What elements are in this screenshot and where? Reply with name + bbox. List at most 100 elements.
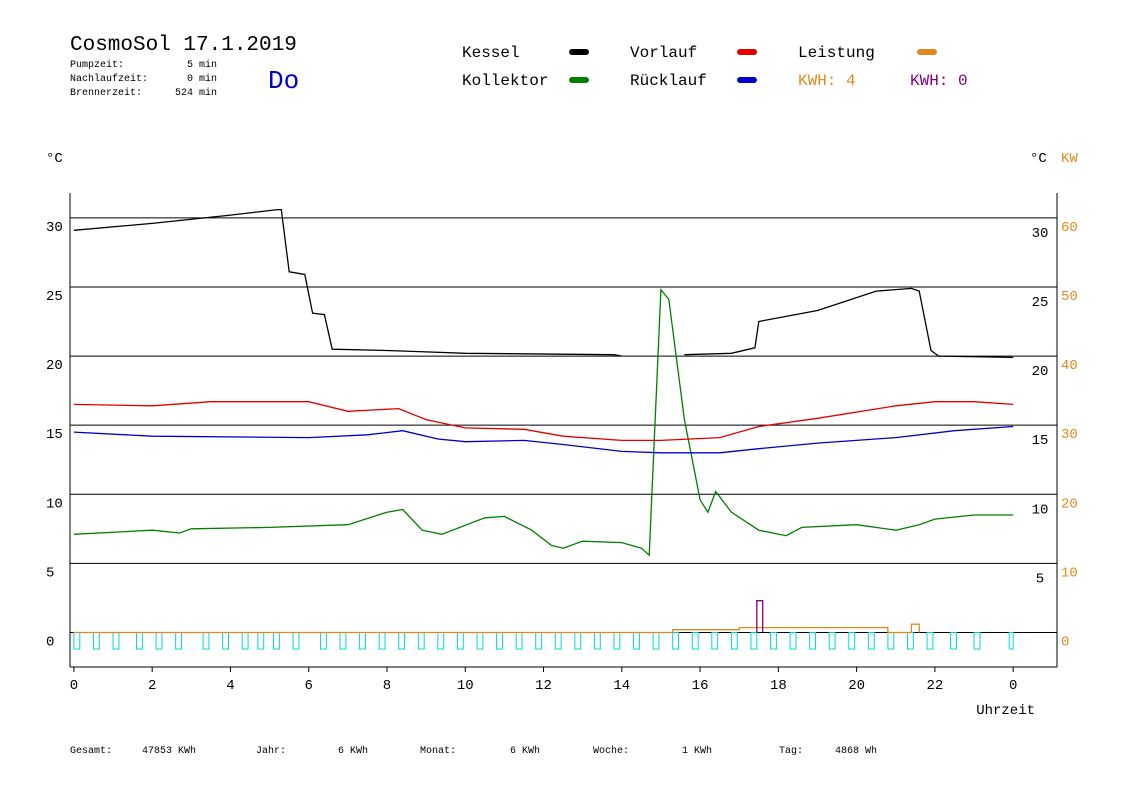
legend-label: Rücklauf [630,72,707,90]
pump-pulse [92,631,100,650]
y2-unit: KW [1061,151,1078,167]
stat-value: 5 min [187,59,217,71]
stat-value: 0 min [187,73,217,85]
pump-pulse [496,631,503,650]
pump-pulse [535,631,543,650]
weekday: Do [268,66,299,96]
y2-tick-label: 30 [1061,427,1078,443]
pump-pulse [241,631,249,650]
x-tick-label: 18 [770,678,787,694]
pump-pulse [319,631,327,650]
x-tick-label: 4 [226,678,234,694]
pump-pulse [437,631,445,650]
total-value: 6 KWh [510,745,540,757]
x-axis-label: Uhrzeit [976,703,1035,719]
kwh-label: KWH: 0 [910,72,968,90]
pump-pulse [691,631,699,650]
pump-pulse [554,631,562,650]
total-value: 47853 KWh [142,745,196,757]
y-tick-label-right: 15 [1032,433,1049,449]
pump-pulse [136,631,143,650]
pump-pulse [672,631,680,650]
pump-pulse [633,631,640,650]
pump-pulse [848,631,856,650]
pump-pulse [515,631,523,650]
y-tick-label: 30 [46,220,63,236]
total-label: Gesamt: [70,746,112,757]
x-tick-label: 10 [457,678,474,694]
pump-pulse [175,631,183,650]
pump-pulse [770,631,777,650]
y-tick-label: 0 [46,634,54,650]
legend-label: Kollektor [462,72,548,90]
y-tick-label-right: 30 [1032,226,1049,242]
legend-label: Vorlauf [630,44,697,62]
pump-pulse [456,631,464,650]
pump-pulse [112,631,120,650]
legend-label: Leistung [798,44,875,62]
spike [756,600,764,633]
y-tick-label: 15 [46,427,63,443]
pump-pulse [273,631,280,650]
x-tick-label: 16 [692,678,709,694]
total-label: Jahr: [256,745,286,757]
pump-pulse [359,631,366,650]
x-tick-label: 6 [305,678,313,694]
pump-pulse [593,631,601,650]
y2-tick-label: 60 [1061,220,1078,236]
stat-label: Pumpzeit: [70,59,124,71]
series-line [73,401,1014,442]
stat-value: 524 min [175,87,217,99]
x-tick-label: 22 [926,678,943,694]
pump-pulse [711,631,719,650]
pump-pulse [907,631,914,650]
kwh-label: KWH: 4 [798,72,856,90]
pump-pulse [476,631,484,650]
pump-pulse [257,631,265,650]
total-label: Woche: [593,745,629,757]
pump-pulse [574,631,582,650]
total-value: 1 KWh [682,745,712,757]
y-tick-label: 5 [46,565,54,581]
total-label: Monat: [420,746,456,757]
x-tick-label: 14 [613,678,630,694]
total-label: Tag: [779,746,803,757]
series-line [73,287,1014,557]
pump-pulse [73,631,81,650]
pump-pulse [417,631,425,650]
x-tick-label: 0 [70,678,78,694]
y2-tick-label: 40 [1061,358,1078,374]
pump-pulse [950,631,957,650]
y-tick-label-right: 5 [1036,571,1044,587]
chart-title: CosmoSol 17.1.2019 [70,34,297,57]
pump-pulse [926,631,934,650]
series-line [73,425,1014,454]
pump-pulse [292,631,300,650]
total-value: 4868 Wh [835,745,877,757]
y-tick-label-right: 20 [1032,364,1049,380]
pump-pulse [613,631,621,650]
stat-label: Brennerzeit: [70,87,142,99]
y-unit: °C [46,151,63,167]
pump-pulse [652,631,660,650]
legend-label: Kessel [462,44,520,62]
y-unit-right: °C [1030,151,1047,167]
y-tick-label-right: 25 [1032,295,1049,311]
y-tick-label: 20 [46,358,63,374]
x-tick-label: 0 [1009,678,1017,694]
pump-pulse [378,631,386,650]
pump-pulse [809,631,817,650]
y-tick-label-right: 10 [1032,502,1049,518]
pump-pulse [155,631,163,650]
y-tick-label: 10 [46,496,63,512]
x-tick-label: 12 [535,678,552,694]
pump-pulse [750,631,758,650]
x-tick-label: 2 [148,678,156,694]
pump-pulse [222,631,229,650]
pump-pulse [887,631,895,650]
pump-pulse [339,631,347,650]
stat-label: Nachlaufzeit: [70,73,148,85]
series-line [73,208,1014,359]
x-tick-label: 20 [848,678,865,694]
